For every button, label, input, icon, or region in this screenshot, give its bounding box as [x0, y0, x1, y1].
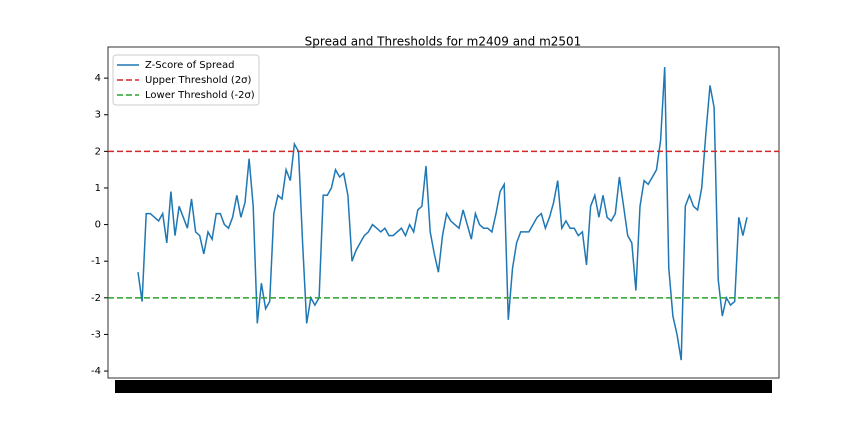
axes-frame [107, 46, 780, 379]
y-tick-label: -4 [91, 366, 101, 377]
y-tick-label: -3 [91, 329, 101, 340]
y-tick-label: 3 [95, 110, 101, 121]
legend: Z-Score of Spread Upper Threshold (2σ) Low… [112, 54, 260, 106]
data-line [137, 67, 748, 361]
legend-label: Upper Threshold (2σ) [145, 75, 252, 86]
y-tick-label: 4 [95, 73, 101, 84]
y-tick-label: -2 [91, 293, 101, 304]
legend-label: Lower Threshold (-2σ) [145, 90, 255, 101]
y-tick-label: 2 [95, 146, 101, 157]
y-tick-label: 1 [95, 183, 101, 194]
y-tick-label: 0 [95, 220, 101, 231]
chart-title: Spread and Thresholds for m2409 and m250… [305, 35, 582, 49]
x-tick-labels-overlap [115, 380, 772, 393]
y-tick-label: -1 [91, 256, 101, 267]
legend-label: Z-Score of Spread [145, 60, 235, 71]
legend-box [112, 54, 260, 106]
